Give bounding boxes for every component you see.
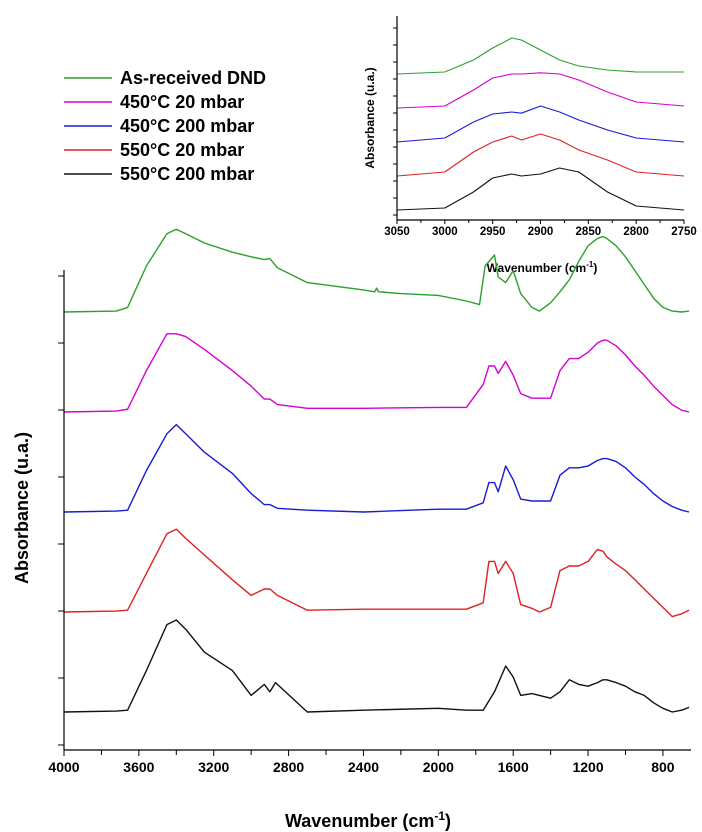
main-series-line bbox=[63, 528, 690, 618]
main-x-tick-label: 3200 bbox=[198, 759, 229, 775]
main-series-line bbox=[63, 619, 690, 713]
legend-label: 450°C 200 mbar bbox=[120, 116, 254, 136]
inset-chart: 3050 3000 2950 2900 2850 2800 2750 Absorbance … bbox=[363, 16, 697, 275]
legend-label: 550°C 20 mbar bbox=[120, 140, 244, 160]
inset-series-line bbox=[396, 167, 685, 211]
legend-label: 550°C 200 mbar bbox=[120, 164, 254, 184]
main-series-line bbox=[63, 333, 690, 413]
inset-series-line bbox=[396, 72, 685, 109]
inset-x-tick-label: 3000 bbox=[432, 226, 458, 238]
main-x-tick-label: 4000 bbox=[48, 759, 79, 775]
legend-label: 450°C 20 mbar bbox=[120, 92, 244, 112]
main-x-tick-label: 2800 bbox=[273, 759, 304, 775]
legend: As-received DND 450°C 20 mbar 450°C 200 mb… bbox=[64, 68, 266, 184]
main-x-tick-label: 3600 bbox=[123, 759, 154, 775]
inset-x-axis-label-sup: -1 bbox=[586, 260, 594, 269]
main-axes: 4000 3600 3200 2800 2400 2000 1600 1200 800 bbox=[48, 270, 691, 775]
main-plot-lines bbox=[63, 228, 690, 713]
inset-axes: 3050 3000 2950 2900 2850 2800 2750 bbox=[384, 16, 697, 238]
main-series-line bbox=[63, 228, 690, 313]
inset-x-tick-label: 3050 bbox=[384, 226, 410, 238]
main-x-axis-label: Wavenumber (cm-1) bbox=[285, 809, 451, 831]
inset-x-tick-label: 2750 bbox=[671, 226, 697, 238]
inset-x-axis-label-tail: ) bbox=[593, 261, 597, 275]
inset-series-line bbox=[396, 133, 685, 177]
inset-x-axis-label: Wavenumber (cm-1) bbox=[487, 260, 598, 275]
main-chart: 4000 3600 3200 2800 2400 2000 1600 1200 800 Abso… bbox=[12, 228, 691, 831]
legend-label: As-received DND bbox=[120, 68, 266, 88]
inset-x-tick-label: 2900 bbox=[528, 226, 554, 238]
inset-plot-lines bbox=[396, 37, 685, 211]
main-x-tick-label: 1200 bbox=[572, 759, 603, 775]
inset-x-tick-label: 2950 bbox=[480, 226, 506, 238]
main-x-tick-label: 2000 bbox=[423, 759, 454, 775]
inset-series-line bbox=[396, 105, 685, 143]
main-x-tick-label: 800 bbox=[651, 759, 675, 775]
main-series-line bbox=[63, 423, 690, 513]
inset-y-axis-label: Absorbance (u.a.) bbox=[363, 67, 377, 168]
inset-series-line bbox=[396, 37, 684, 75]
main-x-axis-label-tail: ) bbox=[445, 811, 451, 831]
main-x-tick-label: 2400 bbox=[348, 759, 379, 775]
main-x-axis-label-sup: -1 bbox=[434, 809, 445, 823]
inset-x-tick-label: 2850 bbox=[576, 226, 602, 238]
inset-x-axis-label-text: Wavenumber (cm bbox=[487, 261, 587, 275]
main-x-axis-label-text: Wavenumber (cm bbox=[285, 811, 434, 831]
main-x-tick-label: 1600 bbox=[498, 759, 529, 775]
inset-x-tick-label: 2800 bbox=[623, 226, 649, 238]
main-y-axis-label: Absorbance (u.a.) bbox=[12, 432, 32, 584]
